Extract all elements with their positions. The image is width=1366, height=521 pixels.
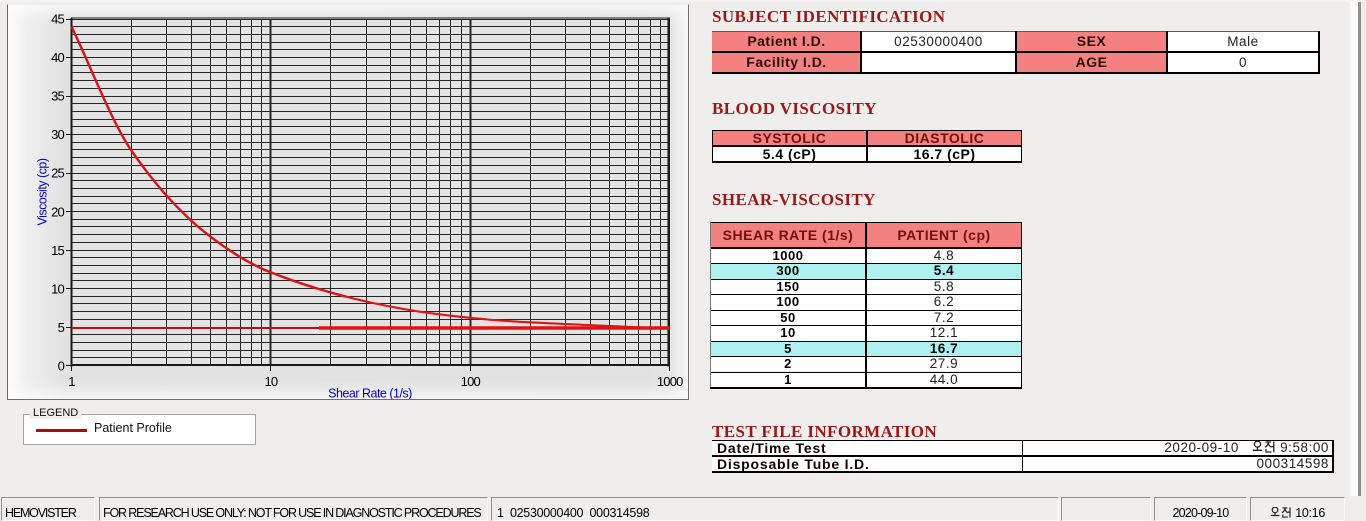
svg-text:30: 30 — [51, 127, 64, 142]
svg-text:20: 20 — [51, 204, 64, 219]
svg-text:Shear Rate (1/s): Shear Rate (1/s) — [328, 387, 412, 400]
svg-text:0: 0 — [58, 358, 65, 373]
svg-text:35: 35 — [51, 89, 64, 104]
svg-text:5: 5 — [58, 320, 65, 335]
svg-text:100: 100 — [461, 374, 481, 389]
svg-text:15: 15 — [51, 243, 64, 258]
svg-text:40: 40 — [51, 50, 64, 65]
svg-text:10: 10 — [264, 374, 277, 389]
svg-text:10: 10 — [51, 281, 64, 296]
svg-text:25: 25 — [51, 166, 64, 181]
svg-text:1000: 1000 — [657, 374, 683, 389]
svg-text:Viscosity (cp): Viscosity (cp) — [36, 158, 50, 225]
svg-text:45: 45 — [51, 12, 64, 27]
svg-text:1: 1 — [68, 374, 75, 389]
